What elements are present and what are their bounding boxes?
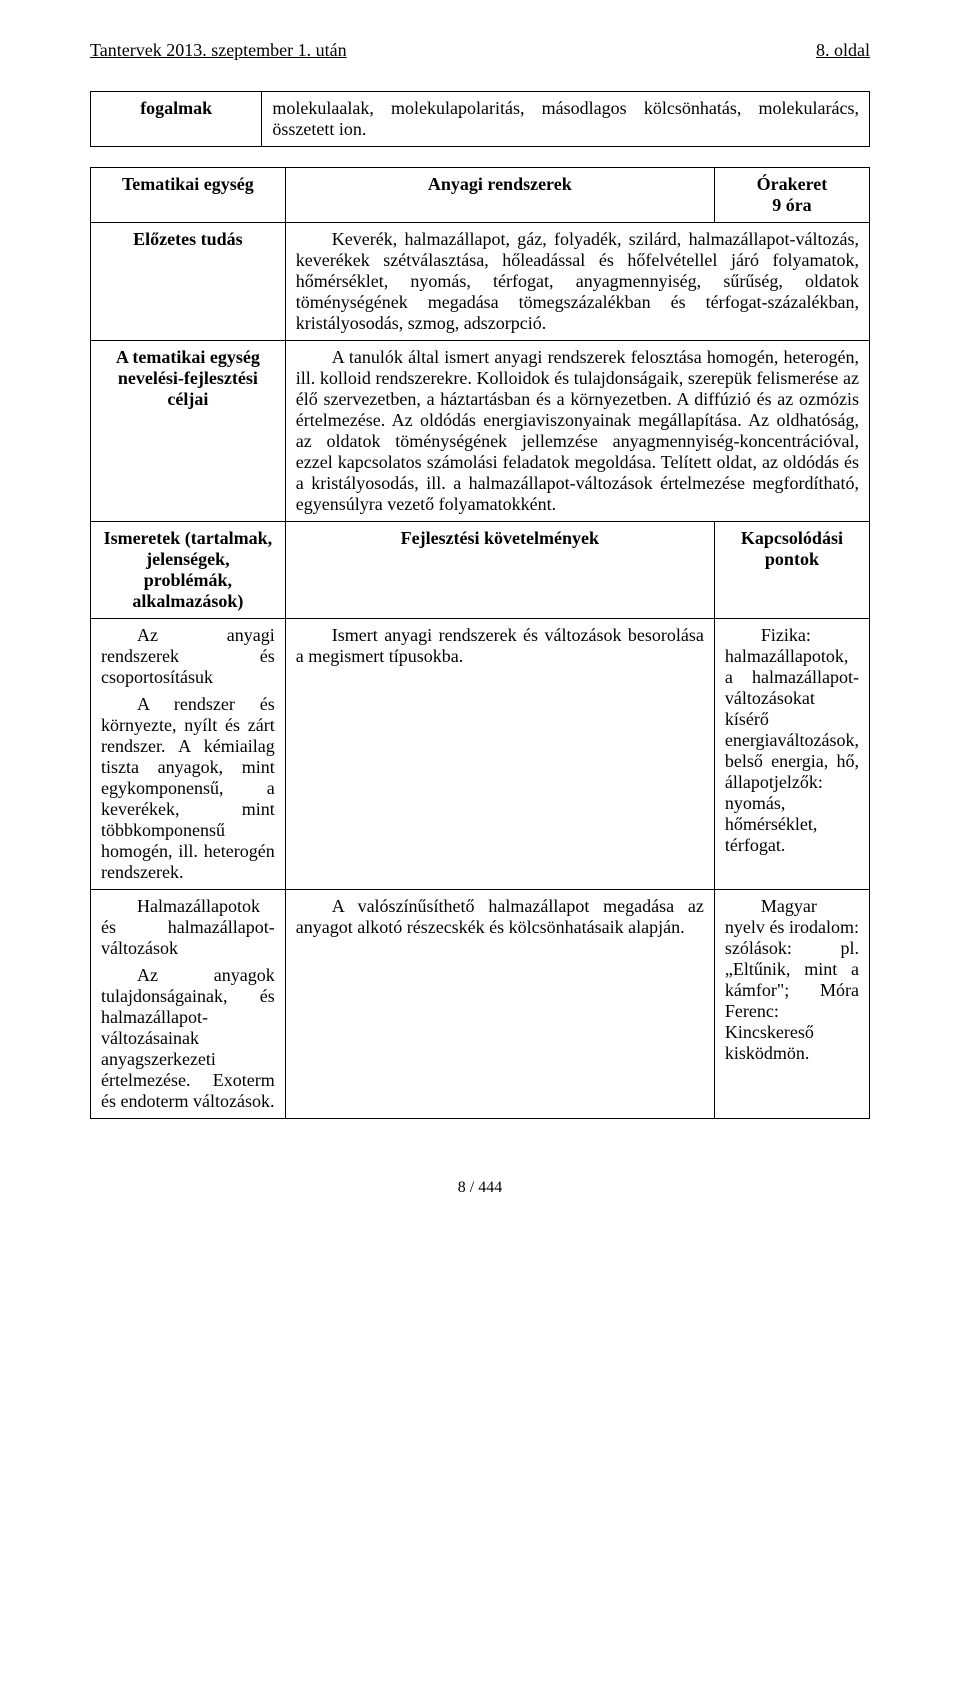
col-header-ismeretek: Ismeretek (tartalmak, jelenségek, problé… [91, 522, 286, 619]
row5-col1-p1: Az anyagi rendszerek és csoportosításuk [101, 625, 275, 688]
page-container: Tantervek 2013. szeptember 1. után 8. ol… [0, 0, 960, 1237]
table-fogalmak: fogalmak molekulaalak, molekulapolaritás… [90, 91, 870, 147]
row5-col1-p2: A rendszer és környezte, nyílt és zárt r… [101, 694, 275, 883]
page-footer: 8 / 444 [90, 1179, 870, 1197]
orakeret-value: 9 óra [725, 195, 859, 216]
row6-col1-p1: Halmazállapotok és halmazállapot-változá… [101, 896, 275, 959]
elozetes-tudas-label: Előzetes tudás [91, 223, 286, 341]
fogalmak-label: fogalmak [91, 92, 262, 147]
running-header: Tantervek 2013. szeptember 1. után 8. ol… [90, 40, 870, 61]
header-right: 8. oldal [816, 40, 870, 61]
row5-col3: Fizika: halmazállapotok, a halmazállapot… [714, 619, 869, 890]
row5-col1: Az anyagi rendszerek és csoportosításuk … [91, 619, 286, 890]
anyagi-rendszerek-title: Anyagi rendszerek [285, 168, 714, 223]
nevelesi-celjai-content: A tanulók által ismert anyagi rendszerek… [285, 341, 869, 522]
nevelesi-celjai-label: A tematikai egység nevelési-fejlesztési … [91, 341, 286, 522]
row5-col2: Ismert anyagi rendszerek és változások b… [285, 619, 714, 890]
orakeret-cell: Órakeret 9 óra [714, 168, 869, 223]
col-header-kapcsolodasi: Kapcsolódási pontok [714, 522, 869, 619]
orakeret-label: Órakeret [725, 174, 859, 195]
row6-col2: A valószínűsíthető halmazállapot megadás… [285, 890, 714, 1119]
header-left: Tantervek 2013. szeptember 1. után [90, 40, 347, 61]
col-header-fejlesztesi: Fejlesztési követelmények [285, 522, 714, 619]
table-tematikai: Tematikai egység Anyagi rendszerek Órake… [90, 167, 870, 1119]
elozetes-tudas-content: Keverék, halmazállapot, gáz, folyadék, s… [285, 223, 869, 341]
row6-col1: Halmazállapotok és halmazállapot-változá… [91, 890, 286, 1119]
row6-col3: Magyar nyelv és irodalom: szólások: pl. … [714, 890, 869, 1119]
tematikai-egyseg-label: Tematikai egység [91, 168, 286, 223]
row6-col1-p2: Az anyagok tulajdonságainak, és halmazál… [101, 965, 275, 1112]
fogalmak-content: molekulaalak, molekulapolaritás, másodla… [262, 92, 870, 147]
